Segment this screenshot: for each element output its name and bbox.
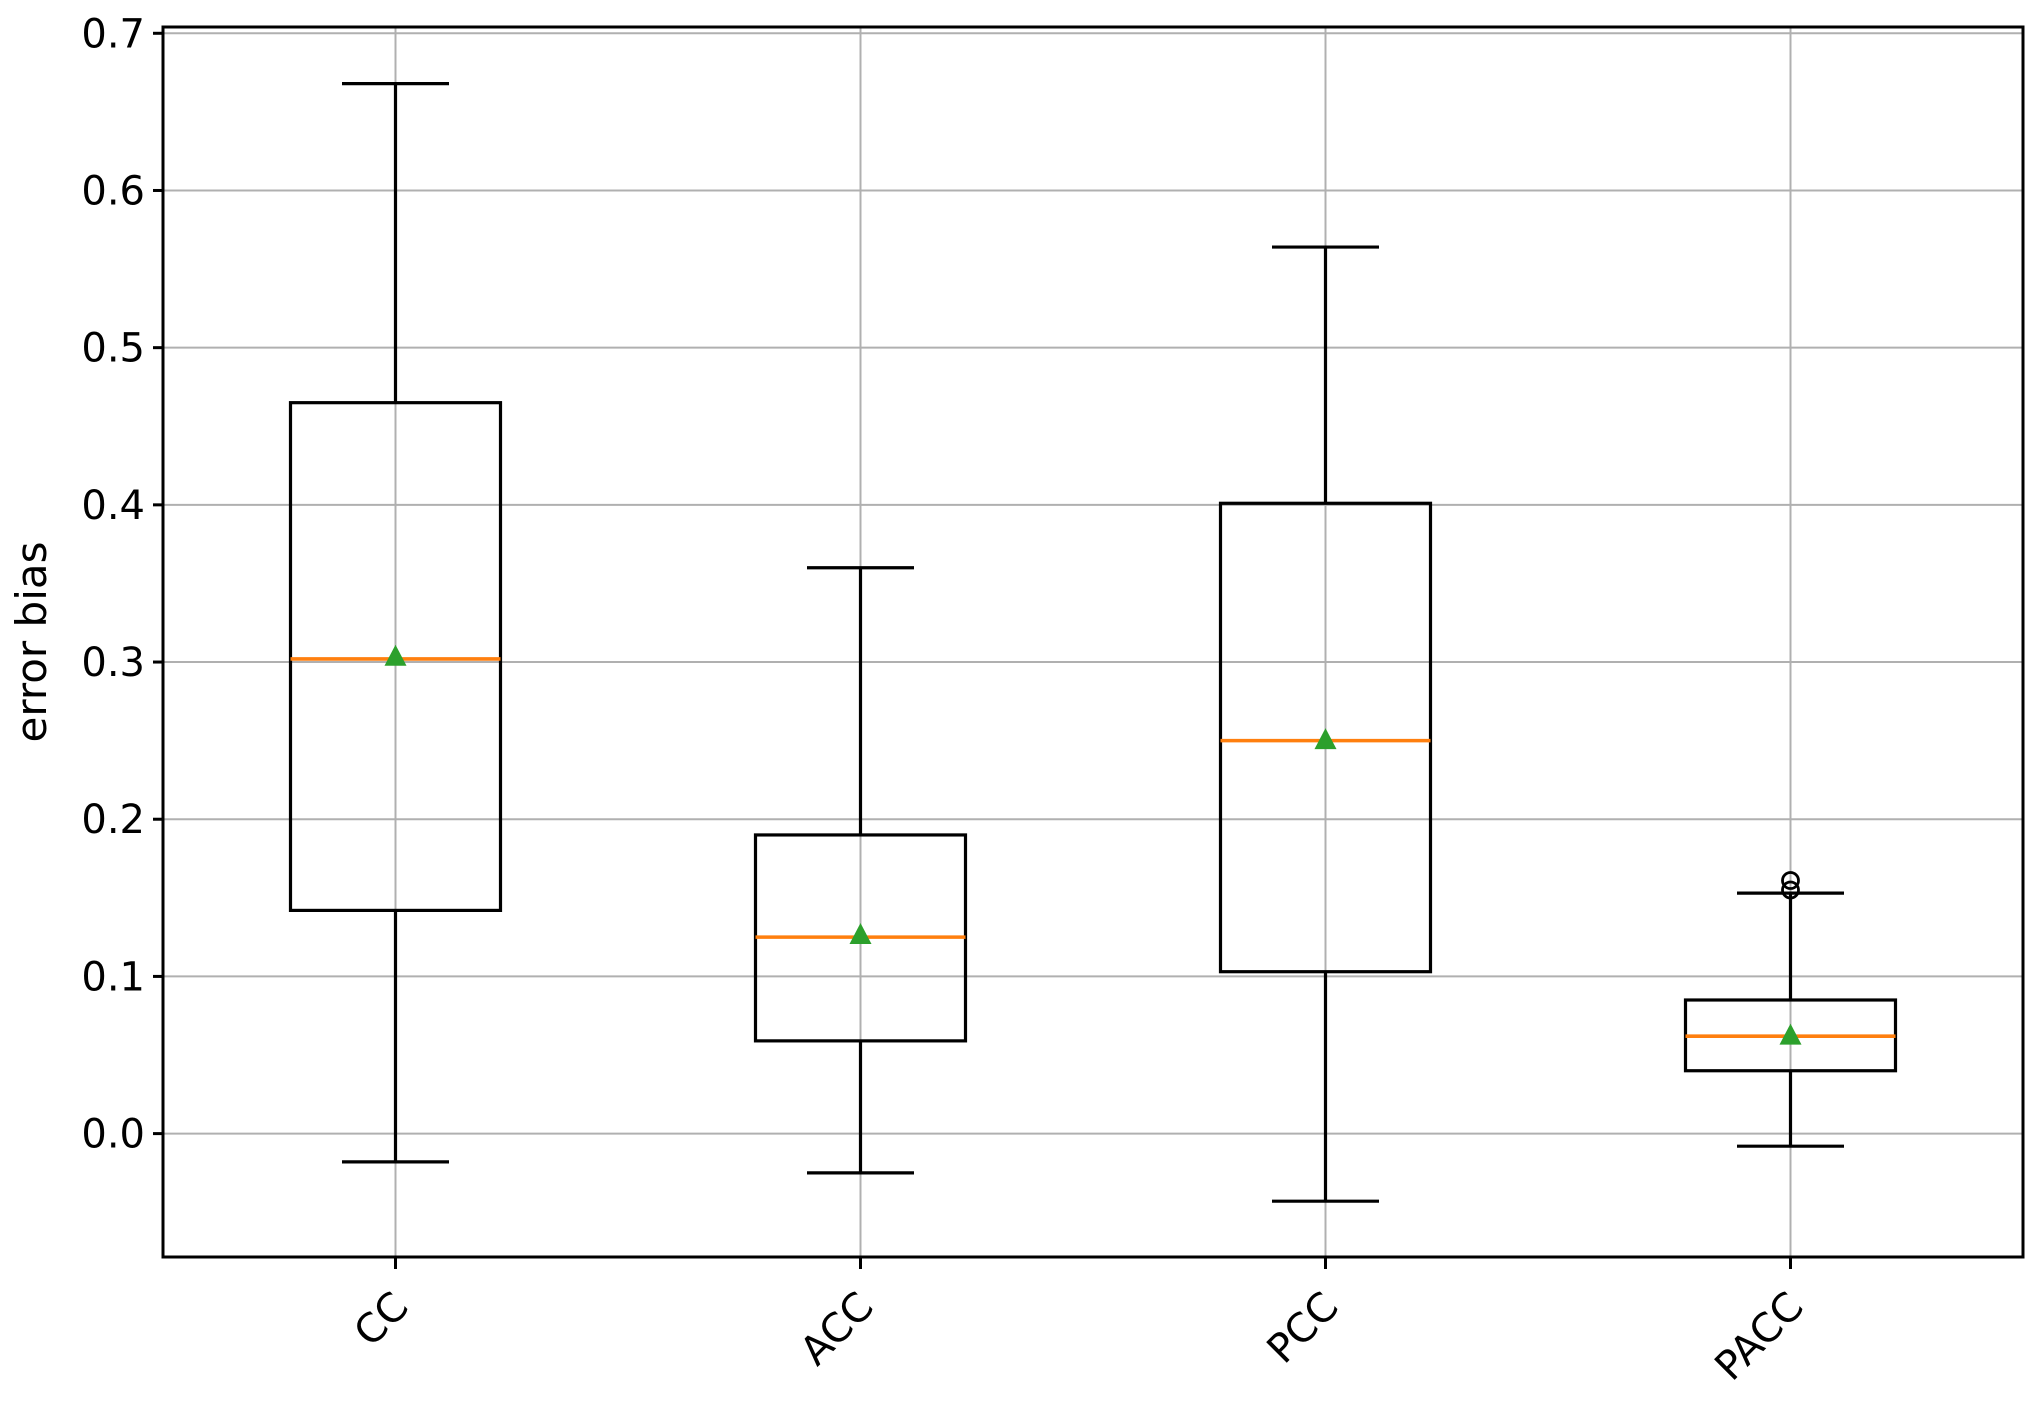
- y-tick-label: 0.0: [81, 1112, 145, 1158]
- plot-border: [161, 25, 2025, 1259]
- y-axis-label: error bias: [7, 542, 56, 743]
- x-tick-label-pcc: PCC: [1258, 1284, 1347, 1373]
- box-rect-cc: [288, 401, 503, 912]
- y-tick-label: 0.6: [81, 168, 145, 214]
- outlier-point-pacc: [1781, 871, 1800, 890]
- y-tick-label: 0.4: [81, 483, 145, 529]
- y-tick-label: 0.3: [81, 640, 145, 686]
- mean-marker-acc: [849, 922, 872, 944]
- x-tick-label-acc: ACC: [792, 1284, 883, 1375]
- y-tick-label: 0.1: [81, 954, 145, 1000]
- x-tick-label-pacc: PACC: [1706, 1284, 1812, 1390]
- mean-marker-cc: [384, 644, 407, 666]
- x-tick-label-cc: CC: [346, 1284, 418, 1356]
- mean-marker-pacc: [1779, 1023, 1802, 1045]
- box-rect-pcc: [1218, 501, 1433, 974]
- y-tick-label: 0.7: [81, 11, 145, 57]
- y-tick-label: 0.2: [81, 797, 145, 843]
- mean-marker-pcc: [1314, 728, 1337, 750]
- outlier-point-pacc: [1781, 880, 1800, 900]
- y-tick-label: 0.5: [81, 326, 145, 372]
